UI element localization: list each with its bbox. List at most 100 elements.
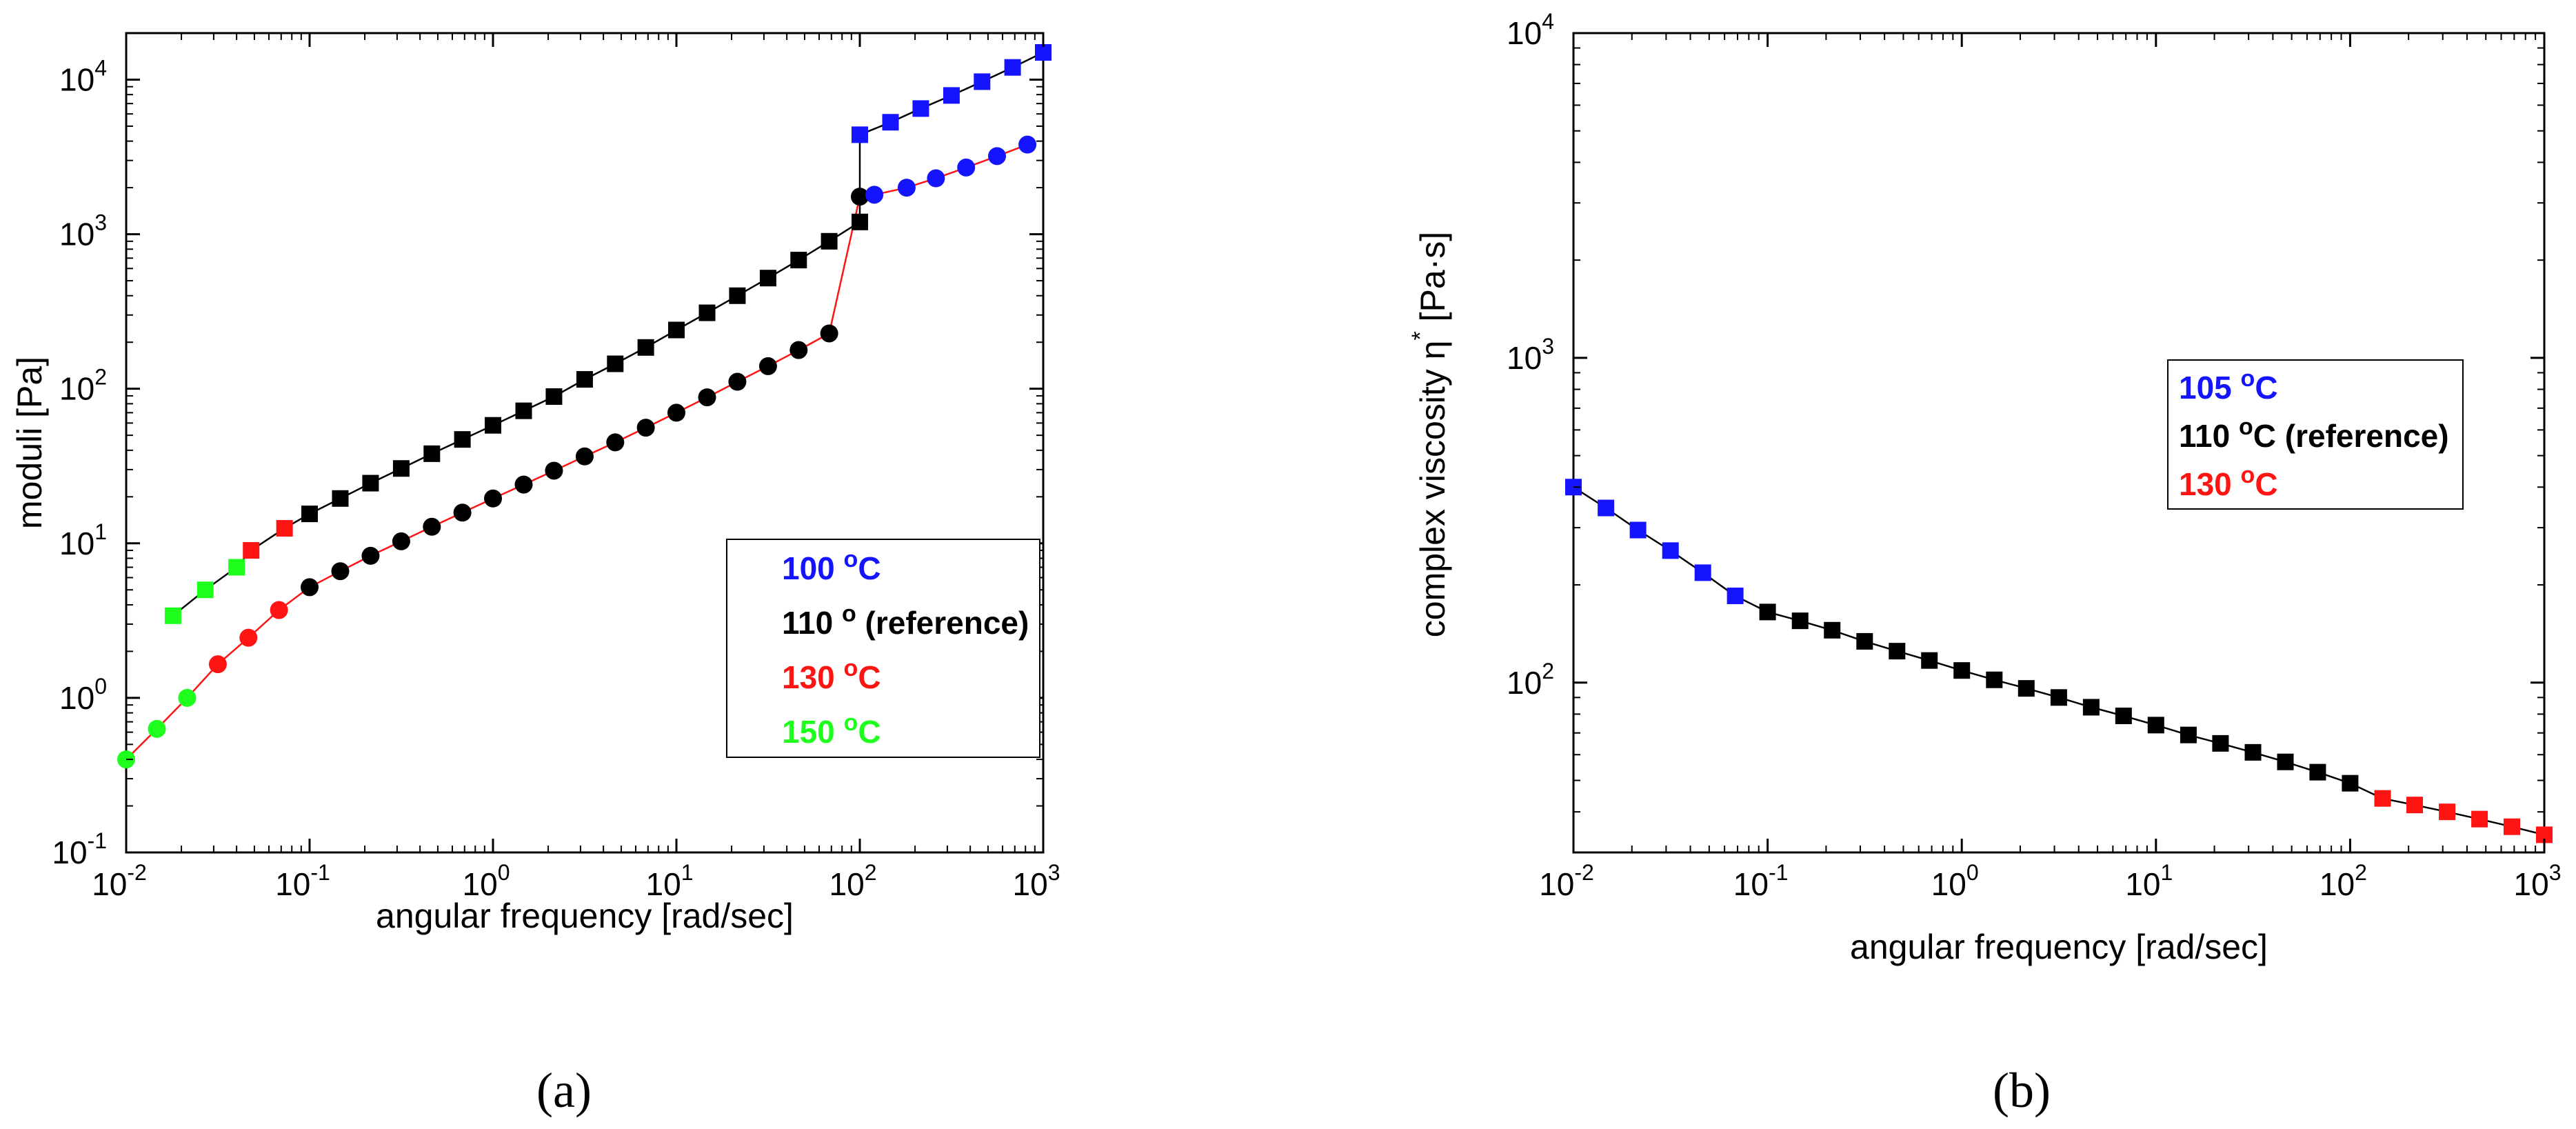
data-point-circle bbox=[453, 503, 472, 522]
data-point-square bbox=[423, 445, 441, 462]
data-point-square bbox=[1727, 587, 1744, 604]
data-point-circle bbox=[331, 562, 350, 581]
y-tick-label: 103 bbox=[1507, 334, 1554, 376]
data-point-circle bbox=[208, 655, 227, 674]
data-point-circle bbox=[820, 324, 838, 343]
data-point-square bbox=[576, 371, 593, 388]
data-point-circle bbox=[423, 517, 441, 536]
data-point-square bbox=[852, 126, 868, 143]
data-point-square bbox=[276, 520, 293, 537]
panel-a-chart: 10-2 10-1 100 101 102 103 10-1100101102103104… bbox=[10, 32, 1060, 1118]
legend-entry: 110 o (reference) bbox=[782, 601, 1029, 641]
data-point-circle bbox=[514, 475, 533, 494]
data-point-circle bbox=[270, 601, 288, 619]
data-point-square bbox=[882, 114, 899, 131]
panel-a-x-axis-title: angular frequency [rad/sec] bbox=[376, 897, 794, 935]
data-point-square bbox=[2342, 775, 2359, 792]
y-tick-label: 103 bbox=[59, 210, 107, 252]
data-point-square bbox=[1986, 671, 2003, 688]
data-point-circle bbox=[957, 158, 976, 177]
data-point-circle bbox=[392, 532, 410, 550]
data-point-square bbox=[729, 287, 746, 304]
data-point-square bbox=[1889, 643, 1906, 660]
data-point-circle bbox=[851, 188, 869, 206]
x-tick-label: 10-2 bbox=[1539, 860, 1594, 902]
data-point-circle bbox=[698, 388, 716, 407]
panel-a-legend: 100 oC 110 o (reference) 130 oC 150 oC bbox=[726, 539, 1040, 758]
data-point-square bbox=[790, 252, 807, 269]
x-tick-label: 100 bbox=[463, 860, 510, 902]
data-point-square bbox=[1856, 632, 1873, 650]
data-point-square bbox=[637, 339, 654, 356]
data-point-square bbox=[1629, 521, 1647, 539]
panel-b-y-axis-title-unit: [Pa·s] bbox=[1413, 232, 1452, 331]
legend-entry: 130 oC bbox=[782, 655, 881, 695]
data-point-circle bbox=[667, 403, 685, 422]
x-tick-label: 10-1 bbox=[1733, 860, 1789, 902]
data-point-square bbox=[2212, 735, 2229, 752]
data-point-square bbox=[1694, 564, 1711, 581]
panel-a-label: (a) bbox=[536, 1063, 592, 1118]
data-point-square bbox=[301, 506, 318, 523]
legend-entry: 130 oC bbox=[2179, 462, 2278, 502]
series-line bbox=[172, 51, 1044, 617]
data-point-square bbox=[912, 100, 929, 117]
panel-b-y-axis-title-main: complex viscosity η bbox=[1413, 341, 1452, 638]
data-point-circle bbox=[897, 179, 916, 197]
y-tick-label: 102 bbox=[1507, 659, 1554, 701]
data-point-circle bbox=[484, 489, 502, 508]
data-point-square bbox=[2309, 763, 2326, 781]
data-point-circle bbox=[545, 461, 563, 480]
data-point-circle bbox=[758, 357, 777, 375]
data-point-square bbox=[2017, 680, 2035, 697]
panel-a-y-axis-title: moduli [Pa] bbox=[10, 357, 49, 529]
panel-a-plot-frame bbox=[125, 32, 1045, 854]
x-tick-label: 103 bbox=[2514, 860, 2562, 902]
data-point-square bbox=[2147, 717, 2164, 734]
data-point-circle bbox=[1018, 135, 1037, 154]
panel-b-y-axis-title: complex viscosity η* [Pa·s] bbox=[1407, 232, 1452, 637]
data-point-square bbox=[1759, 603, 1776, 621]
y-tick-label: 100 bbox=[59, 674, 107, 716]
data-point-square bbox=[1662, 542, 1679, 559]
data-point-circle bbox=[606, 433, 625, 452]
data-point-square bbox=[2471, 810, 2488, 828]
data-point-square bbox=[2244, 743, 2262, 761]
panel-b-y-axis-title-star: * bbox=[1407, 331, 1433, 340]
data-point-square bbox=[607, 355, 624, 372]
x-tick-label: 10-1 bbox=[275, 860, 330, 902]
panel-b-legend: 105 oC 110 oC (reference) 130 oC bbox=[2167, 359, 2464, 510]
panel-b-label: (b) bbox=[1993, 1063, 2051, 1118]
x-tick-label: 102 bbox=[829, 860, 877, 902]
data-point-square bbox=[974, 73, 991, 90]
x-tick-label: 10-2 bbox=[92, 860, 147, 902]
y-tick-label: 104 bbox=[59, 55, 107, 97]
data-point-square bbox=[197, 581, 214, 599]
legend-entry: 110 oC (reference) bbox=[2179, 414, 2449, 454]
y-tick-label: 101 bbox=[59, 519, 107, 561]
data-point-square bbox=[2050, 689, 2067, 706]
data-point-circle bbox=[728, 372, 747, 391]
data-point-circle bbox=[575, 447, 594, 466]
data-point-square bbox=[545, 388, 563, 406]
data-point-circle bbox=[301, 578, 319, 597]
data-point-circle bbox=[789, 341, 808, 359]
data-point-square bbox=[668, 321, 685, 339]
data-point-circle bbox=[148, 719, 166, 738]
data-point-square bbox=[515, 402, 532, 419]
data-point-square bbox=[852, 213, 868, 230]
data-point-square bbox=[2277, 753, 2294, 770]
legend-entry: 105 oC bbox=[2179, 366, 2278, 406]
data-point-square bbox=[2504, 818, 2521, 835]
legend-entry: 150 oC bbox=[782, 710, 881, 750]
data-point-square bbox=[1004, 59, 1021, 76]
panel-b-chart: 10-2 10-1 100 101 102 103 102 103 104 angular f… bbox=[1407, 9, 2561, 1118]
data-point-square bbox=[392, 460, 410, 477]
x-tick-label: 102 bbox=[2320, 860, 2367, 902]
data-point-square bbox=[228, 559, 245, 576]
data-point-square bbox=[243, 542, 260, 559]
data-point-circle bbox=[239, 628, 258, 647]
data-point-square bbox=[485, 417, 501, 434]
data-point-square bbox=[1824, 621, 1841, 639]
